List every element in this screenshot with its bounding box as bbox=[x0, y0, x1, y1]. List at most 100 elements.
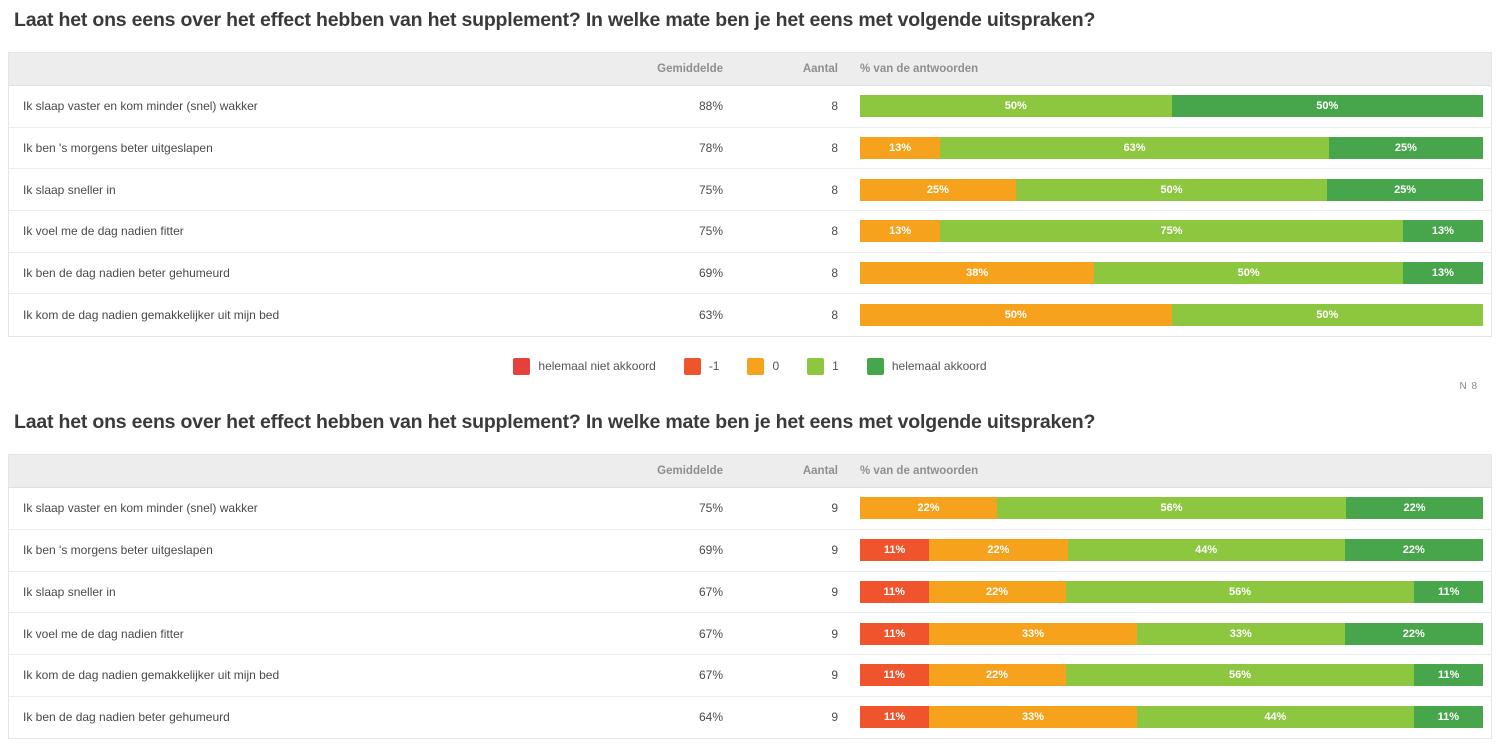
gemiddelde-value: 67% bbox=[698, 584, 723, 599]
bar-segment-one: 56% bbox=[1065, 580, 1415, 603]
stacked-bar: 50% 50% bbox=[860, 304, 1483, 327]
bar-segment-agree: 13% bbox=[1402, 262, 1483, 285]
aantal-value: 8 bbox=[831, 182, 838, 197]
bar-cell: 25% 50% 25% bbox=[860, 178, 1483, 201]
bar-segment-value: 11% bbox=[883, 544, 906, 557]
bar-segment-value: 22% bbox=[1403, 502, 1426, 515]
bar-segment-agree: 13% bbox=[1402, 220, 1483, 243]
legend-label: 1 bbox=[832, 359, 839, 374]
gemiddelde-value: 88% bbox=[698, 99, 723, 114]
statement-label: Ik voel me de dag nadien fitter bbox=[23, 626, 184, 641]
section-title: Laat het ons eens over het effect hebben… bbox=[14, 411, 1096, 434]
bar-segment-zero: 22% bbox=[928, 580, 1066, 603]
bar-segment-value: 33% bbox=[1022, 627, 1045, 640]
bar-segment-one: 44% bbox=[1067, 539, 1345, 562]
gemiddelde-value: 69% bbox=[698, 266, 723, 281]
survey-section-1: Laat het ons eens over het effect hebben… bbox=[0, 6, 1500, 392]
table-row: Ik slaap sneller in 67% 9 11% 22% 56% 11% bbox=[9, 571, 1491, 614]
aantal-value: 9 bbox=[831, 668, 838, 683]
legend-swatch-agree bbox=[866, 357, 884, 375]
bar-segment-value: 50% bbox=[1316, 309, 1339, 322]
table-row: Ik voel me de dag nadien fitter 67% 9 11… bbox=[9, 613, 1491, 655]
bar-segment-value: 63% bbox=[1123, 142, 1146, 155]
bar-segment-zero: 13% bbox=[860, 137, 941, 160]
bar-segment-value: 11% bbox=[1438, 669, 1460, 682]
column-header-gemiddelde: Gemiddelde bbox=[657, 465, 723, 478]
gemiddelde-value: 75% bbox=[698, 224, 723, 239]
bar-segment-zero: 22% bbox=[929, 539, 1068, 562]
table-row: Ik ben 's morgens beter uitgeslapen 78% … bbox=[9, 127, 1491, 170]
bar-segment-agree: 11% bbox=[1414, 664, 1483, 687]
bar-segment-agree: 22% bbox=[1345, 497, 1483, 520]
legend-item: 1 bbox=[807, 357, 839, 375]
bar-segment-one: 50% bbox=[1171, 304, 1483, 327]
bar-segment-agree: 11% bbox=[1414, 580, 1483, 603]
bar-segment-value: 33% bbox=[1229, 627, 1252, 640]
legend-item: helemaal niet akkoord bbox=[513, 357, 656, 375]
legend-item: helemaal akkoord bbox=[866, 357, 987, 375]
bar-segment-agree: 25% bbox=[1328, 137, 1483, 160]
bar-segment-agree: 50% bbox=[1171, 95, 1483, 118]
table-row: Ik kom de dag nadien gemakkelijker uit m… bbox=[9, 654, 1491, 697]
stacked-bar: 25% 50% 25% bbox=[860, 178, 1483, 201]
aantal-value: 8 bbox=[831, 224, 838, 239]
bar-segment-one: 75% bbox=[940, 220, 1403, 243]
bar-segment-zero: 13% bbox=[860, 220, 941, 243]
bar-segment-one: 50% bbox=[860, 95, 1172, 118]
bar-segment-value: 11% bbox=[883, 585, 905, 598]
statement-label: Ik ben 's morgens beter uitgeslapen bbox=[23, 141, 213, 156]
legend-label: helemaal akkoord bbox=[891, 359, 987, 374]
bar-cell: 11% 22% 56% 11% bbox=[860, 664, 1483, 687]
statement-label: Ik ben 's morgens beter uitgeslapen bbox=[23, 543, 213, 558]
bar-segment-value: 11% bbox=[883, 711, 906, 724]
column-header-antwoorden: % van de antwoorden bbox=[860, 465, 979, 478]
bar-segment-one: 44% bbox=[1136, 706, 1414, 729]
bar-segment-zero: 22% bbox=[860, 497, 998, 520]
bar-segment-value: 11% bbox=[883, 669, 905, 682]
statement-label: Ik slaap vaster en kom minder (snel) wak… bbox=[23, 501, 258, 516]
table-row: Ik kom de dag nadien gemakkelijker uit m… bbox=[9, 294, 1491, 337]
legend-swatch-one bbox=[807, 357, 825, 375]
bar-segment-one: 63% bbox=[940, 137, 1329, 160]
table-body: Ik slaap vaster en kom minder (snel) wak… bbox=[9, 86, 1491, 337]
table-row: Ik ben 's morgens beter uitgeslapen 69% … bbox=[9, 529, 1491, 572]
gemiddelde-value: 78% bbox=[698, 141, 723, 156]
results-table-2: Gemiddelde Aantal % van de antwoorden Ik… bbox=[8, 454, 1492, 740]
survey-report-page: Laat het ons eens over het effect hebben… bbox=[0, 6, 1500, 747]
bar-segment-zero: 25% bbox=[860, 178, 1016, 201]
bar-cell: 22% 56% 22% bbox=[860, 497, 1483, 520]
legend-item: -1 bbox=[683, 357, 720, 375]
gemiddelde-value: 67% bbox=[698, 668, 723, 683]
stacked-bar: 11% 22% 56% 11% bbox=[860, 664, 1483, 687]
statement-label: Ik slaap sneller in bbox=[23, 182, 116, 197]
aantal-value: 8 bbox=[831, 141, 838, 156]
bar-segment-value: 50% bbox=[1316, 100, 1339, 113]
bar-segment-value: 50% bbox=[1237, 267, 1260, 280]
bar-cell: 13% 63% 25% bbox=[860, 137, 1483, 160]
bar-cell: 11% 22% 44% 22% bbox=[860, 539, 1483, 562]
legend-swatch-disagree bbox=[513, 357, 531, 375]
bar-segment-zero: 22% bbox=[928, 664, 1066, 687]
results-table-1: Gemiddelde Aantal % van de antwoorden Ik… bbox=[8, 52, 1492, 338]
bar-segment-value: 38% bbox=[966, 267, 989, 280]
bar-segment-value: 22% bbox=[1402, 627, 1425, 640]
column-header-gemiddelde: Gemiddelde bbox=[657, 63, 723, 75]
column-header-aantal: Aantal bbox=[802, 63, 838, 75]
stacked-bar: 11% 33% 33% 22% bbox=[860, 622, 1483, 645]
legend-item: 0 bbox=[747, 357, 779, 375]
bar-segment-minus1: 11% bbox=[860, 706, 930, 729]
table-body: Ik slaap vaster en kom minder (snel) wak… bbox=[9, 488, 1491, 739]
bar-segment-one: 50% bbox=[1094, 262, 1403, 285]
bar-segment-value: 50% bbox=[1160, 183, 1183, 196]
legend-label: -1 bbox=[708, 359, 720, 374]
bar-cell: 11% 33% 44% 11% bbox=[860, 706, 1483, 729]
gemiddelde-value: 67% bbox=[698, 626, 723, 641]
legend-swatch-zero bbox=[747, 357, 765, 375]
bar-segment-minus1: 11% bbox=[860, 580, 929, 603]
legend-swatch-minus1 bbox=[683, 357, 701, 375]
stacked-bar: 13% 63% 25% bbox=[860, 137, 1483, 160]
bar-segment-value: 11% bbox=[1438, 585, 1460, 598]
statement-label: Ik ben de dag nadien beter gehumeurd bbox=[23, 710, 230, 725]
bar-segment-zero: 33% bbox=[929, 622, 1137, 645]
bar-cell: 38% 50% 13% bbox=[860, 262, 1483, 285]
